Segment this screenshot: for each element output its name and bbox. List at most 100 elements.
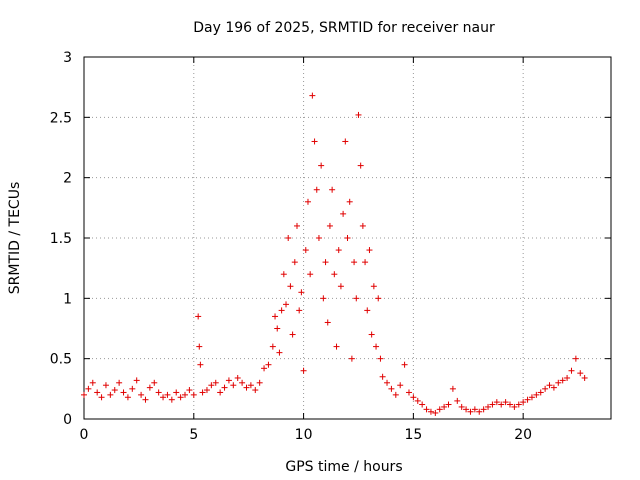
data-point xyxy=(182,391,189,398)
data-point xyxy=(520,399,527,406)
data-point xyxy=(221,384,228,391)
data-point xyxy=(546,382,553,389)
data-point xyxy=(146,384,153,391)
data-marks xyxy=(81,92,588,416)
y-tick-label: 3 xyxy=(63,50,72,66)
data-point xyxy=(353,295,360,302)
data-point xyxy=(190,391,197,398)
data-point xyxy=(502,399,509,406)
data-point xyxy=(234,374,241,381)
data-point xyxy=(329,186,336,193)
data-point xyxy=(197,361,204,368)
data-point xyxy=(199,389,206,396)
data-point xyxy=(309,92,316,99)
data-point xyxy=(289,331,296,338)
data-point xyxy=(357,162,364,169)
data-point xyxy=(287,283,294,290)
data-point xyxy=(463,406,470,413)
data-point xyxy=(419,401,426,408)
data-point xyxy=(98,394,105,401)
data-point xyxy=(489,401,496,408)
data-point xyxy=(300,367,307,374)
data-point xyxy=(278,307,285,314)
data-point xyxy=(346,198,353,205)
data-point xyxy=(94,389,101,396)
x-tick-label: 0 xyxy=(80,427,89,443)
data-point xyxy=(252,387,259,394)
data-point xyxy=(528,394,535,401)
data-point xyxy=(203,387,210,394)
data-point xyxy=(276,349,283,356)
data-point xyxy=(173,389,180,396)
data-point xyxy=(225,377,232,384)
data-point xyxy=(555,379,562,386)
data-point xyxy=(129,385,136,392)
data-point xyxy=(212,379,219,386)
data-point xyxy=(342,138,349,145)
data-point xyxy=(164,391,171,398)
data-point xyxy=(410,394,417,401)
data-point xyxy=(351,259,358,266)
y-tick-label: 0 xyxy=(63,412,72,428)
data-point xyxy=(120,389,127,396)
data-point xyxy=(272,313,279,320)
data-point xyxy=(485,403,492,410)
data-point xyxy=(256,379,263,386)
data-point xyxy=(283,301,290,308)
chart-title: Day 196 of 2025, SRMTID for receiver nau… xyxy=(193,20,495,36)
data-point xyxy=(355,111,362,118)
data-point xyxy=(155,389,162,396)
data-point xyxy=(111,387,118,394)
data-point xyxy=(265,361,272,368)
data-point xyxy=(195,313,202,320)
data-point xyxy=(298,289,305,296)
data-point xyxy=(515,401,522,408)
data-point xyxy=(533,391,540,398)
data-point xyxy=(85,385,92,392)
data-point xyxy=(269,343,276,350)
data-point xyxy=(368,331,375,338)
x-axis-label: GPS time / hours xyxy=(285,459,402,475)
data-point xyxy=(337,283,344,290)
data-point xyxy=(364,307,371,314)
data-point xyxy=(568,367,575,374)
data-point xyxy=(405,389,412,396)
y-tick-label: 1.5 xyxy=(50,231,72,247)
data-point xyxy=(445,401,452,408)
data-point xyxy=(326,222,333,229)
data-point xyxy=(274,325,281,332)
data-point xyxy=(392,391,399,398)
data-point xyxy=(379,373,386,380)
data-point xyxy=(247,382,254,389)
data-point xyxy=(572,355,579,362)
data-point xyxy=(335,247,342,254)
data-point xyxy=(151,379,158,386)
data-point xyxy=(285,235,292,241)
data-point xyxy=(427,408,434,415)
data-point xyxy=(458,403,465,410)
data-point xyxy=(542,385,549,392)
data-point xyxy=(423,406,430,413)
y-tick-label: 2.5 xyxy=(50,110,72,126)
data-point xyxy=(384,379,391,386)
data-point xyxy=(432,409,439,416)
data-point xyxy=(302,247,309,254)
data-point xyxy=(160,394,167,401)
data-point xyxy=(506,401,513,408)
data-point xyxy=(370,283,377,290)
data-point xyxy=(401,361,408,368)
data-point xyxy=(230,382,237,389)
data-point xyxy=(186,387,193,394)
data-point xyxy=(133,377,140,384)
data-point xyxy=(414,397,421,404)
data-point xyxy=(471,406,478,413)
data-point xyxy=(388,385,395,392)
data-point xyxy=(311,138,318,145)
data-point xyxy=(138,391,145,398)
data-point xyxy=(239,379,246,386)
y-tick-label: 2 xyxy=(63,171,72,187)
data-point xyxy=(102,382,109,389)
data-point xyxy=(454,397,461,404)
